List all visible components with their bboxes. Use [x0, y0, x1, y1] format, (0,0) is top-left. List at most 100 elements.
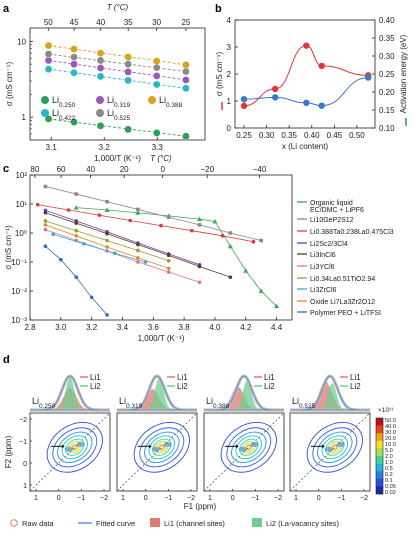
series-line	[45, 229, 200, 283]
sample-label: Li0.319	[119, 396, 143, 410]
x-tick-label: 0.50	[349, 131, 365, 140]
plot-frame	[29, 174, 293, 321]
colorbar-segment	[376, 456, 383, 464]
colorbar-segment	[376, 471, 383, 480]
x-tick-label: 0.45	[327, 131, 343, 140]
contour-level	[148, 435, 176, 460]
series-line	[45, 210, 200, 266]
data-point	[124, 68, 132, 76]
colorbar-tick-label: 5.0	[385, 448, 393, 454]
contour-level	[72, 444, 78, 450]
data-point	[74, 192, 79, 196]
y-tick-label: 10⁻¹	[11, 258, 27, 267]
data-point	[182, 76, 190, 84]
data-point	[159, 223, 163, 228]
series-line	[45, 186, 262, 241]
colorbar-frame	[375, 417, 384, 495]
data-point	[136, 260, 140, 264]
x-axis-title: F1 (ppm)	[184, 502, 217, 511]
x-tick-label: −2	[360, 495, 368, 502]
x-tick-label: −1	[77, 495, 85, 502]
activation-energy-point	[303, 99, 310, 107]
data-point	[105, 199, 109, 204]
data-point	[227, 243, 233, 249]
li2-label: Li2	[264, 382, 275, 391]
y-tick-label: 10⁻³	[11, 316, 27, 325]
x-tick-label: 3.0	[55, 323, 67, 332]
data-point	[182, 84, 190, 93]
data-point	[44, 65, 53, 73]
data-point	[96, 121, 105, 130]
contour-level	[61, 435, 89, 460]
x-tick-label: 1	[34, 495, 38, 502]
y2-tick-label: 0.40	[379, 16, 395, 25]
data-point	[197, 280, 202, 285]
sigma-point	[303, 42, 310, 49]
li2-label: Li2	[177, 382, 188, 391]
legend-li1-label: Li1 (channel sites)	[164, 519, 225, 528]
data-point	[152, 129, 161, 137]
sigma-point	[318, 62, 325, 70]
data-point	[212, 218, 218, 224]
top-tick-label: −20	[200, 165, 214, 174]
cross-peak	[238, 446, 247, 452]
x-tick-label: −1	[251, 495, 259, 502]
data-point	[43, 227, 48, 232]
data-point	[70, 60, 78, 68]
data-point	[89, 295, 94, 300]
data-point	[136, 248, 140, 253]
y2-tick-label: 0.35	[379, 34, 395, 43]
x-tick-label: 2.8	[24, 323, 36, 332]
contour-level	[235, 435, 263, 460]
contour-level	[52, 427, 98, 468]
x-tick-label: 0	[231, 495, 235, 502]
legend-label: Li0.34La0.51TiO2.94	[310, 276, 375, 283]
colorbar-tick-label: 50.0	[385, 418, 396, 424]
legend-marker	[96, 109, 104, 117]
contour-level	[144, 431, 180, 464]
cross-peak	[163, 441, 172, 447]
colorbar-segment	[376, 448, 383, 457]
contour-level	[306, 421, 363, 473]
x-tick-label: 4.4	[271, 323, 283, 332]
data-point	[258, 288, 264, 293]
panel-label-c: c	[3, 163, 9, 175]
x-tick-label: 3.1	[46, 143, 58, 152]
cross-peak	[324, 446, 333, 452]
y2-tick-label: 0.15	[379, 106, 395, 115]
y-tick-label: −2	[19, 417, 27, 424]
cross-peak	[64, 446, 73, 452]
top-tick-label: 25	[181, 18, 190, 27]
top-tick-label: 40	[96, 18, 105, 27]
colorbar-tick-label: 0.5	[385, 466, 393, 472]
y-tick-label: 1	[23, 483, 27, 490]
panel-c-chart: 2.8 3.0 3.2 3.4 3.6 3.8 4.0 4.2 4.4 80 60 40 20 0 −20 −…	[4, 154, 394, 343]
contour-frame	[29, 412, 111, 492]
x-tick-label: 3.4	[117, 323, 129, 332]
top-tick-label: 60	[57, 165, 66, 174]
data-point	[274, 303, 280, 309]
colorbar-segment	[376, 478, 383, 487]
diagonal	[116, 412, 198, 492]
x-tick-label: −1	[164, 495, 172, 502]
data-point	[166, 266, 171, 271]
y-axis-title: σ (mS cm⁻¹)	[4, 225, 13, 270]
x-tick-label: 0	[317, 495, 321, 502]
data-point	[96, 56, 105, 65]
y-tick-label: 3	[227, 43, 232, 52]
data-point	[197, 264, 202, 269]
contour-level	[133, 421, 190, 473]
data-point	[152, 57, 161, 65]
top-tick-label: 40	[86, 165, 95, 174]
panel-label-d: d	[3, 354, 10, 366]
x-tick-label: −2	[187, 495, 195, 502]
x-tick-label: 0	[144, 495, 148, 502]
series-line	[52, 233, 146, 263]
data-point	[44, 115, 53, 123]
data-point	[70, 68, 78, 77]
data-point	[74, 228, 79, 233]
y-tick-label: 1	[22, 113, 27, 122]
data-point	[190, 228, 194, 233]
x-tick-label: 0.40	[304, 131, 320, 140]
sample-label: Li0.250	[32, 396, 56, 410]
